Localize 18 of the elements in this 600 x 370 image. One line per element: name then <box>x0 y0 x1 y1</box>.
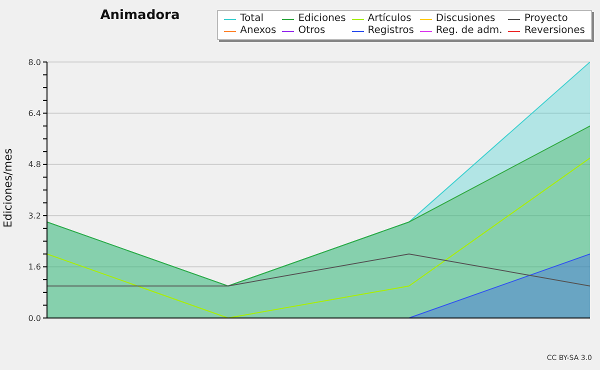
chart-title: Animadora <box>99 8 181 23</box>
legend-label: Reversiones <box>523 25 585 37</box>
legend-label: Otros <box>297 25 326 37</box>
legend-label: Ediciones <box>297 13 346 25</box>
legend-label: Reg. de adm. <box>434 25 502 37</box>
y-tick-label: 0.0 <box>28 314 41 323</box>
legend-label: Discusiones <box>434 13 496 25</box>
y-axis-title: Ediciones/mes <box>2 148 14 228</box>
y-tick-label: 1.6 <box>28 262 41 272</box>
y-tick-label: 6.4 <box>28 109 41 118</box>
legend-label: Anexos <box>239 25 276 37</box>
legend-label: Total <box>239 13 264 25</box>
legend-label: Proyecto <box>523 13 569 25</box>
y-tick-label: 4.8 <box>28 160 41 170</box>
legend-label: Artículos <box>366 13 412 25</box>
y-tick-label: 3.2 <box>28 211 41 220</box>
legend-label: Registros <box>366 25 414 37</box>
y-tick-label: 8.0 <box>28 58 41 67</box>
